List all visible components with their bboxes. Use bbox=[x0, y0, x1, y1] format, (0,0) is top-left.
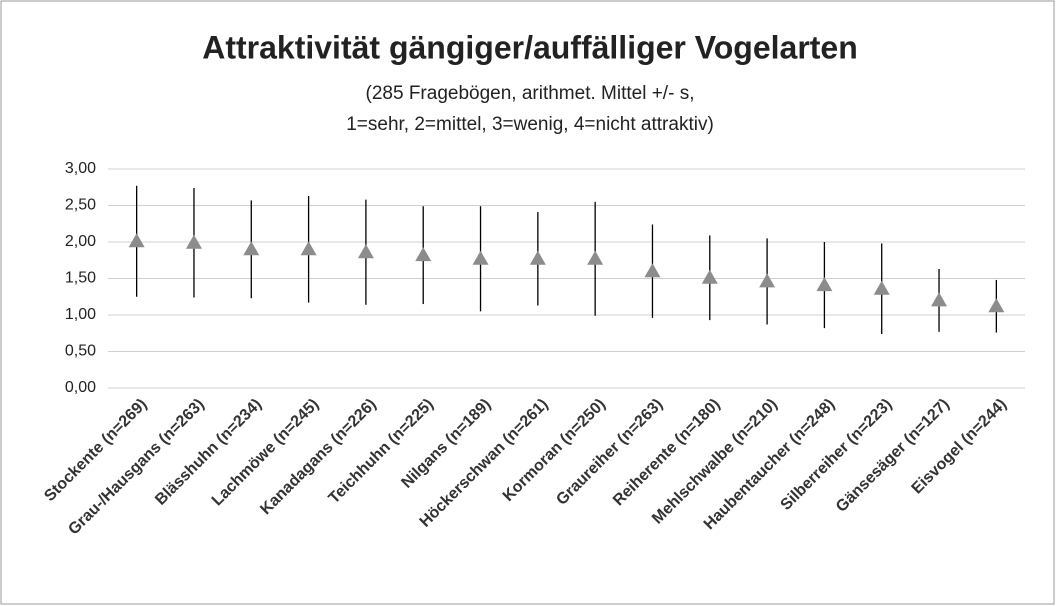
chart-subtitle: 1=sehr, 2=mittel, 3=wenig, 4=nicht attra… bbox=[346, 114, 714, 135]
marker bbox=[873, 280, 890, 295]
marker bbox=[988, 298, 1005, 313]
marker bbox=[529, 250, 546, 265]
marker bbox=[243, 241, 260, 256]
y-tick-label: 1,50 bbox=[65, 270, 96, 287]
marker bbox=[300, 241, 317, 256]
chart-subtitle: (285 Fragebögen, arithmet. Mittel +/- s, bbox=[366, 83, 695, 104]
y-tick-label: 0,00 bbox=[65, 379, 96, 396]
y-tick-label: 2,00 bbox=[65, 233, 96, 250]
marker bbox=[931, 292, 948, 307]
y-tick-label: 2,50 bbox=[65, 197, 96, 214]
marker bbox=[816, 277, 833, 292]
marker bbox=[357, 244, 374, 259]
marker bbox=[472, 250, 489, 265]
marker bbox=[701, 269, 718, 284]
marker bbox=[128, 233, 145, 248]
marker bbox=[759, 273, 776, 288]
marker bbox=[644, 263, 661, 278]
marker bbox=[587, 250, 604, 265]
y-tick-label: 0,50 bbox=[65, 343, 96, 360]
chart-title: Attraktivität gängiger/auffälliger Vogel… bbox=[202, 29, 858, 65]
marker bbox=[185, 234, 202, 249]
y-tick-label: 1,00 bbox=[65, 306, 96, 323]
y-tick-label: 3,00 bbox=[65, 160, 96, 177]
marker bbox=[415, 247, 432, 262]
